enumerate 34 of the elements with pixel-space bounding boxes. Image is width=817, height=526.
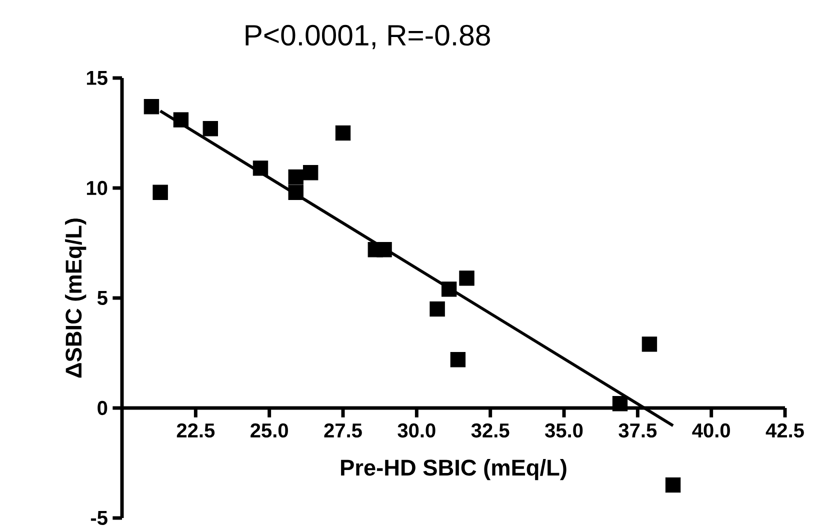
point	[173, 112, 189, 128]
x-tick-label: 42.5	[766, 423, 804, 438]
y-axis-title: ΔSBIC (mEq/L)	[65, 218, 86, 378]
x-tick-label: 40.0	[692, 423, 730, 438]
x-tick-label: 35.0	[545, 423, 583, 438]
y-tick-label: 0	[98, 400, 108, 416]
x-tick-label: 37.5	[618, 423, 657, 438]
y-tick-label: -5	[90, 511, 108, 525]
x-tick-label: 32.5	[471, 423, 510, 438]
point	[202, 121, 218, 136]
point	[441, 282, 457, 297]
point	[642, 336, 658, 352]
point	[144, 98, 160, 114]
point	[288, 169, 304, 185]
point	[252, 160, 268, 176]
x-axis-title: Pre-HD SBIC (mEq/L)	[341, 459, 566, 480]
point	[152, 184, 168, 200]
x-tick-label: 30.0	[398, 423, 436, 438]
point	[450, 352, 466, 368]
point	[459, 270, 474, 286]
y-tick-label: 5	[97, 291, 108, 305]
point	[288, 184, 304, 200]
point	[376, 242, 392, 258]
x-tick-label: 27.5	[324, 423, 362, 438]
chart-title: P<0.0001, R=-0.88	[246, 24, 490, 50]
x-tick-label: 25.0	[250, 423, 288, 438]
point	[665, 477, 681, 493]
point	[430, 301, 445, 317]
point	[612, 396, 628, 412]
y-tick-label: 15	[86, 71, 108, 85]
y-tick-label: 10	[86, 180, 108, 196]
x-tick-label: 22.5	[176, 423, 215, 438]
point	[302, 164, 318, 180]
point	[335, 125, 351, 141]
